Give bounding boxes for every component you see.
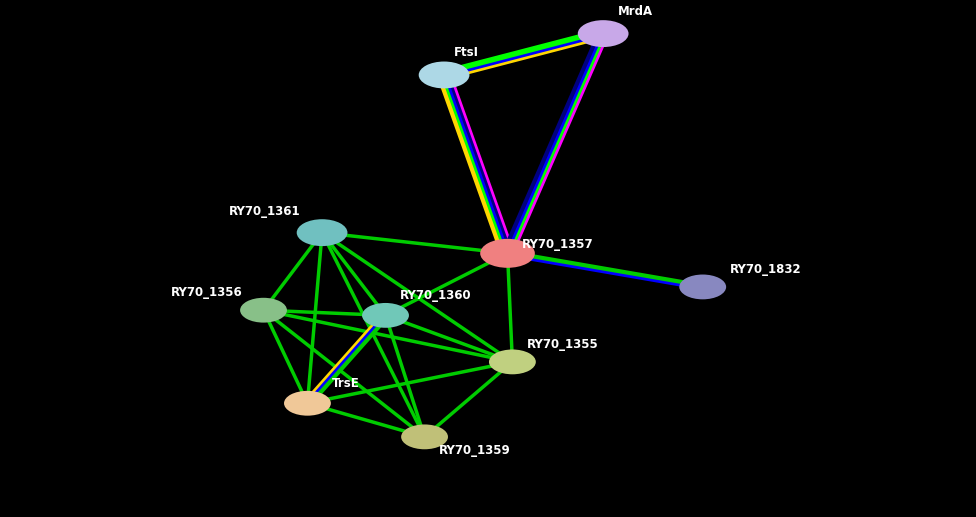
Text: RY70_1356: RY70_1356 — [171, 286, 243, 299]
Text: RY70_1832: RY70_1832 — [730, 263, 801, 276]
Circle shape — [578, 20, 629, 47]
Circle shape — [480, 239, 535, 268]
Circle shape — [284, 391, 331, 416]
Circle shape — [362, 303, 409, 328]
Text: MrdA: MrdA — [618, 5, 653, 18]
Text: RY70_1357: RY70_1357 — [522, 238, 593, 251]
Circle shape — [401, 424, 448, 449]
Text: RY70_1359: RY70_1359 — [439, 444, 511, 457]
Text: RY70_1361: RY70_1361 — [229, 205, 301, 218]
Circle shape — [679, 275, 726, 299]
Circle shape — [489, 349, 536, 374]
Text: RY70_1360: RY70_1360 — [400, 290, 471, 302]
Text: TrsE: TrsE — [332, 377, 359, 390]
Circle shape — [297, 219, 347, 246]
Text: RY70_1355: RY70_1355 — [527, 338, 599, 351]
Circle shape — [419, 62, 469, 88]
Circle shape — [240, 298, 287, 323]
Text: FtsI: FtsI — [454, 47, 479, 59]
